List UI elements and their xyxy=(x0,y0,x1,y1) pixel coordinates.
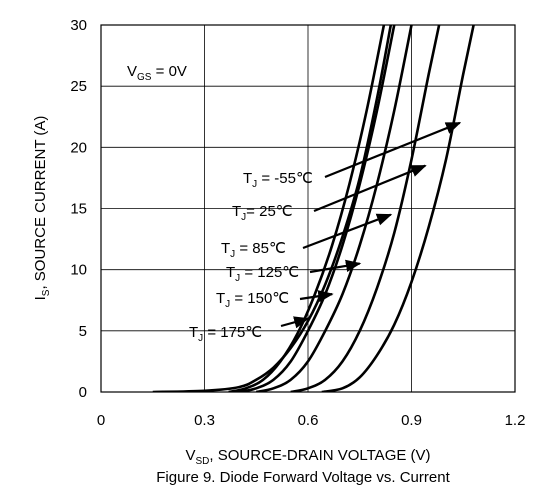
y-tick-label: 20 xyxy=(70,139,87,156)
grid xyxy=(101,25,515,392)
series-label-5: TJ = 175℃ xyxy=(189,324,262,344)
series-layer xyxy=(152,25,475,392)
series-arrow-1 xyxy=(313,164,427,213)
series-line-1 xyxy=(290,25,441,392)
series-line-4 xyxy=(228,25,386,392)
x-tick-label: 0.6 xyxy=(298,412,319,429)
series-label-4: TJ = 150℃ xyxy=(216,290,289,310)
ticks-layer: 0 0.3 0.6 0.9 1.2 0 5 10 15 20 25 30 xyxy=(70,17,525,429)
series-line-2 xyxy=(255,25,413,392)
x-tick-label: 0 xyxy=(97,412,105,429)
y-tick-label: 25 xyxy=(70,78,87,95)
series-arrow-0 xyxy=(324,121,462,179)
series-label-1: TJ= 25℃ xyxy=(232,203,293,223)
y-axis-label: IS, SOURCE CURRENT (A) xyxy=(32,116,52,301)
series-arrow-4 xyxy=(299,290,334,303)
series-arrow-5 xyxy=(280,316,310,329)
x-tick-label: 1.2 xyxy=(505,412,526,429)
series-line-5 xyxy=(152,25,393,392)
y-tick-label: 30 xyxy=(70,17,87,34)
plot-frame xyxy=(100,24,516,393)
labels-layer: TJ = -55℃ TJ= 25℃ TJ = 85℃ TJ = 125℃ TJ = 15… xyxy=(189,121,462,344)
series-label-3: TJ = 125℃ xyxy=(226,264,299,284)
chart-title: Figure 9. Diode Forward Voltage vs. Curr… xyxy=(156,469,450,486)
series-line-0 xyxy=(321,25,475,392)
x-tick-label: 0.3 xyxy=(194,412,215,429)
series-line-3 xyxy=(238,25,396,392)
series-label-2: TJ = 85℃ xyxy=(221,240,286,260)
series-label-0: TJ = -55℃ xyxy=(243,170,313,190)
y-tick-label: 5 xyxy=(79,323,87,340)
y-tick-label: 0 xyxy=(79,384,87,401)
x-tick-label: 0.9 xyxy=(401,412,422,429)
y-tick-label: 10 xyxy=(70,262,87,279)
y-tick-label: 15 xyxy=(70,201,87,218)
series-arrow-3 xyxy=(309,259,362,274)
series-arrow-2 xyxy=(302,213,393,250)
condition-label: VGS = 0V xyxy=(127,63,187,83)
x-axis-label: VSD, SOURCE-DRAIN VOLTAGE (V) xyxy=(185,447,430,467)
